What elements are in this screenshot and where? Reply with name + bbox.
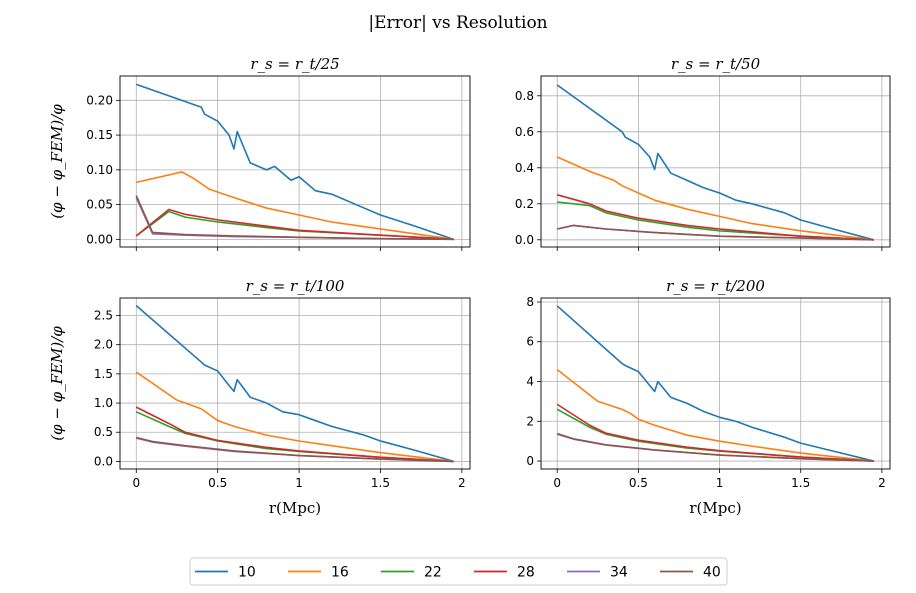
y-tick-label: 2.5 xyxy=(94,309,113,323)
y-tick-label: 1.0 xyxy=(94,396,113,410)
series-line-22 xyxy=(135,411,454,463)
x-tick-label: 0.5 xyxy=(208,476,227,490)
legend-label: 22 xyxy=(424,565,442,581)
x-axis-label: r(Mpc) xyxy=(269,499,321,517)
y-tick-label: 0.6 xyxy=(515,125,534,139)
y-tick-label: 0 xyxy=(526,454,534,468)
x-tick-label: 1 xyxy=(295,476,303,490)
legend-item-40: 40 xyxy=(660,565,721,581)
x-tick-label: 0 xyxy=(553,476,561,490)
legend-label: 16 xyxy=(331,565,349,581)
axes-frame xyxy=(119,297,471,470)
series-line-16 xyxy=(556,368,874,462)
legend-label: 10 xyxy=(238,565,256,581)
series-line-40 xyxy=(136,436,454,463)
y-tick-label: 0.8 xyxy=(515,89,534,103)
subplot-title: r_s = r_t/25 xyxy=(250,55,339,73)
series-line-16 xyxy=(135,371,454,463)
axes-frame xyxy=(540,75,891,248)
x-tick-label: 2 xyxy=(878,476,886,490)
subplots: 0.000.050.100.150.20r_s = r_t/25(φ − φ_F… xyxy=(48,55,891,517)
x-tick-label: 1.5 xyxy=(791,476,810,490)
subplot-title: r_s = r_t/200 xyxy=(666,277,765,295)
legend-label: 40 xyxy=(703,565,721,581)
legend-item-34: 34 xyxy=(567,565,628,581)
series-line-10 xyxy=(556,84,874,241)
axes-frame xyxy=(540,297,891,470)
y-tick-label: 1.5 xyxy=(94,367,113,381)
y-tick-label: 8 xyxy=(526,295,534,309)
figure-title: |Error| vs Resolution xyxy=(368,13,547,33)
x-tick-label: 0.5 xyxy=(629,476,648,490)
y-tick-label: 0.20 xyxy=(86,93,113,107)
y-tick-label: 0.0 xyxy=(94,454,113,468)
series-line-28 xyxy=(135,208,454,241)
series-line-10 xyxy=(135,304,454,463)
series-lines xyxy=(556,84,874,241)
y-tick-label: 0.0 xyxy=(515,233,534,247)
subplot-4: 0 0.5 1 1.5 2 0 2 4 6 8 r_s = r_t/200 r(Mpc) xyxy=(526,277,891,517)
legend-item-28: 28 xyxy=(474,565,535,581)
y-tick-label: 6 xyxy=(526,335,534,349)
series-line-28 xyxy=(557,194,874,241)
x-tick-label: 1 xyxy=(716,476,724,490)
subplot-3: 0 0.5 1 1.5 2 0.0 0.5 1.0 1.5 2.0 2.5 r_s = r_t/100… xyxy=(48,277,471,517)
legend: 10 16 22 28 34 40 xyxy=(189,557,728,586)
y-tick-label: 0.10 xyxy=(86,163,113,177)
x-tick-label: 1.5 xyxy=(371,476,390,490)
subplot-title: r_s = r_t/100 xyxy=(246,277,345,295)
series-lines xyxy=(556,305,874,462)
series-line-16 xyxy=(136,171,454,241)
legend-label: 28 xyxy=(517,565,535,581)
y-tick-label: 0.2 xyxy=(515,197,534,211)
series-line-10 xyxy=(556,305,874,462)
legend-item-10: 10 xyxy=(195,565,256,581)
y-tick-label: 2.0 xyxy=(94,338,113,352)
series-line-28 xyxy=(135,406,454,463)
subplot-1: 0.00 0.05 0.10 0.15 0.20 r_s = r_t/25 (φ − φ_F… xyxy=(48,55,471,251)
y-tick-label: 0.05 xyxy=(86,198,113,212)
subplot-2: 0.0 0.2 0.4 0.6 0.8 r_s = r_t/50 xyxy=(515,55,891,251)
x-axis-label: r(Mpc) xyxy=(689,499,741,517)
y-tick-label: 0.5 xyxy=(94,425,113,439)
series-line-40 xyxy=(135,195,454,241)
subplot-title: r_s = r_t/50 xyxy=(671,55,761,73)
legend-item-22: 22 xyxy=(381,565,442,581)
legend-frame xyxy=(189,557,728,586)
y-axis-label: (φ − φ_FEM)/φ xyxy=(48,104,66,219)
y-tick-label: 2 xyxy=(526,414,534,428)
series-line-40 xyxy=(557,224,874,241)
x-tick-label: 2 xyxy=(458,476,466,490)
y-tick-label: 0.00 xyxy=(86,232,113,246)
y-tick-label: 0.15 xyxy=(86,128,113,142)
series-line-10 xyxy=(136,83,454,241)
y-axis-label: (φ − φ_FEM)/φ xyxy=(48,326,66,441)
x-tick-label: 0 xyxy=(132,476,140,490)
legend-item-16: 16 xyxy=(288,565,349,581)
series-lines xyxy=(135,83,454,241)
series-line-16 xyxy=(556,156,874,241)
series-line-40 xyxy=(556,432,874,462)
series-line-28 xyxy=(556,403,874,462)
legend-label: 34 xyxy=(610,565,628,581)
series-lines xyxy=(135,304,454,463)
axes-frame xyxy=(119,75,471,248)
y-tick-label: 0.4 xyxy=(515,161,534,175)
series-line-34 xyxy=(556,433,874,462)
series-line-22 xyxy=(556,408,874,462)
y-tick-label: 4 xyxy=(526,375,534,389)
